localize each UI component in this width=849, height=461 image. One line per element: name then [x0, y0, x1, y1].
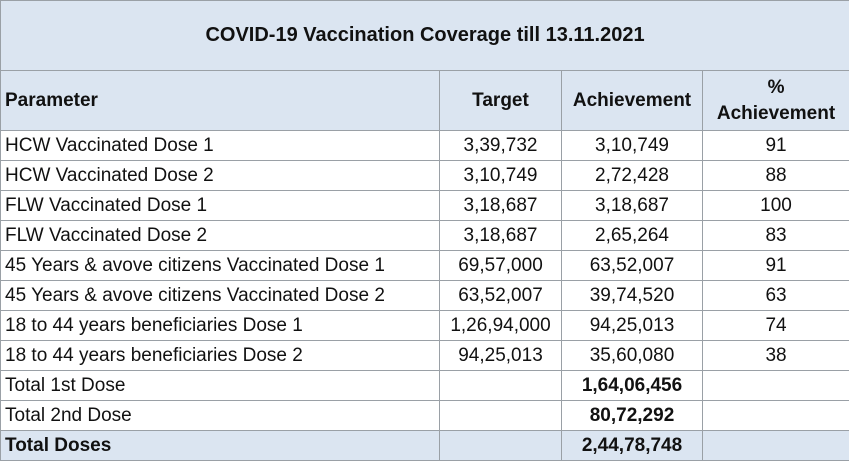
cell-target: 94,25,013: [440, 341, 562, 371]
header-target: Target: [440, 71, 562, 131]
cell-parameter: FLW Vaccinated Dose 2: [1, 221, 440, 251]
cell-total-pct: [703, 371, 849, 401]
cell-target: 1,26,94,000: [440, 311, 562, 341]
cell-target: 3,10,749: [440, 161, 562, 191]
cell-pct: 74: [703, 311, 849, 341]
cell-parameter: HCW Vaccinated Dose 1: [1, 131, 440, 161]
cell-parameter: 45 Years & avove citizens Vaccinated Dos…: [1, 251, 440, 281]
cell-achievement: 3,10,749: [562, 131, 703, 161]
header-row: Parameter Target Achievement % Achieveme…: [1, 71, 849, 131]
cell-total-target: [440, 401, 562, 431]
header-pct-symbol: %: [707, 75, 845, 101]
table-row: 45 Years & avove citizens Vaccinated Dos…: [1, 251, 849, 281]
cell-total-parameter: Total 1st Dose: [1, 371, 440, 401]
cell-parameter: HCW Vaccinated Dose 2: [1, 161, 440, 191]
title-row: COVID-19 Vaccination Coverage till 13.11…: [1, 1, 849, 71]
cell-pct: 91: [703, 251, 849, 281]
header-achievement: Achievement: [562, 71, 703, 131]
cell-pct: 88: [703, 161, 849, 191]
cell-pct: 91: [703, 131, 849, 161]
cell-parameter: FLW Vaccinated Dose 1: [1, 191, 440, 221]
cell-target: 69,57,000: [440, 251, 562, 281]
cell-grand-total-achievement: 2,44,78,748: [562, 431, 703, 461]
cell-target: 63,52,007: [440, 281, 562, 311]
cell-achievement: 63,52,007: [562, 251, 703, 281]
cell-parameter: 18 to 44 years beneficiaries Dose 1: [1, 311, 440, 341]
cell-pct: 100: [703, 191, 849, 221]
cell-total-achievement: 80,72,292: [562, 401, 703, 431]
cell-achievement: 35,60,080: [562, 341, 703, 371]
cell-achievement: 94,25,013: [562, 311, 703, 341]
cell-target: 3,39,732: [440, 131, 562, 161]
cell-grand-total-pct: [703, 431, 849, 461]
grand-total-row: Total Doses 2,44,78,748: [1, 431, 849, 461]
cell-total-parameter: Total 2nd Dose: [1, 401, 440, 431]
header-pct-label: Achievement: [707, 101, 845, 127]
table-row: 45 Years & avove citizens Vaccinated Dos…: [1, 281, 849, 311]
table-title: COVID-19 Vaccination Coverage till 13.11…: [1, 1, 849, 71]
cell-total-achievement: 1,64,06,456: [562, 371, 703, 401]
cell-pct: 38: [703, 341, 849, 371]
total-row: Total 1st Dose 1,64,06,456: [1, 371, 849, 401]
cell-total-pct: [703, 401, 849, 431]
header-parameter: Parameter: [1, 71, 440, 131]
cell-grand-total-target: [440, 431, 562, 461]
cell-achievement: 39,74,520: [562, 281, 703, 311]
cell-target: 3,18,687: [440, 221, 562, 251]
cell-achievement: 3,18,687: [562, 191, 703, 221]
cell-achievement: 2,65,264: [562, 221, 703, 251]
cell-achievement: 2,72,428: [562, 161, 703, 191]
cell-pct: 63: [703, 281, 849, 311]
cell-parameter: 18 to 44 years beneficiaries Dose 2: [1, 341, 440, 371]
header-pct-achievement: % Achievement: [703, 71, 849, 131]
cell-total-target: [440, 371, 562, 401]
cell-grand-total-parameter: Total Doses: [1, 431, 440, 461]
total-row: Total 2nd Dose 80,72,292: [1, 401, 849, 431]
cell-pct: 83: [703, 221, 849, 251]
cell-parameter: 45 Years & avove citizens Vaccinated Dos…: [1, 281, 440, 311]
cell-target: 3,18,687: [440, 191, 562, 221]
